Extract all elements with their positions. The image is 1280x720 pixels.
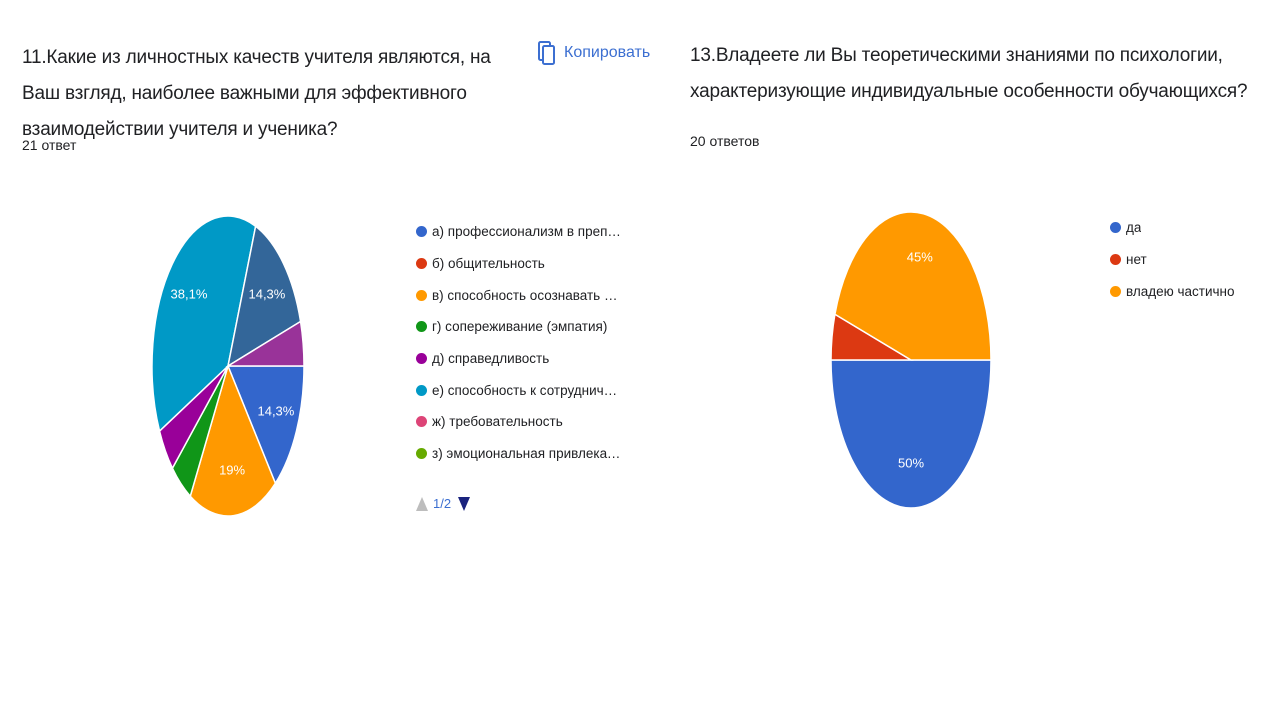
legend-marker <box>416 353 427 365</box>
copy-icon <box>538 41 555 65</box>
legend-marker <box>416 321 427 333</box>
chart-legend: а) профессионализм в преподавани... б) об… <box>416 216 622 470</box>
pie-slice[interactable] <box>226 365 305 485</box>
legend-pager: 1/2 <box>416 496 471 511</box>
response-count: 20 ответов <box>690 133 760 149</box>
legend-label: а) профессионализм в преподавани... <box>432 224 622 240</box>
legend-label: б) общительность <box>432 256 545 272</box>
legend-label: д) справедливость <box>432 351 550 367</box>
legend-item[interactable]: ж) требовательность <box>416 406 622 438</box>
pie-slice[interactable] <box>189 363 277 517</box>
copy-label: Копировать <box>564 44 651 61</box>
legend-item[interactable]: в) способность осознавать свои дей... <box>416 279 622 311</box>
legend-label: г) сопереживание (эмпатия) <box>432 319 608 335</box>
legend-marker <box>1110 285 1121 297</box>
legend-marker <box>416 448 427 460</box>
pie-slice[interactable] <box>834 211 992 361</box>
legend-marker <box>416 416 427 428</box>
legend-item[interactable]: нет <box>1110 244 1235 276</box>
legend-label: е) способность к сотрудничеству <box>432 382 622 398</box>
legend-label: ж) требовательность <box>432 414 563 430</box>
triangle-down-icon[interactable] <box>458 496 471 511</box>
slice-label: 45% <box>907 250 933 265</box>
legend-item[interactable]: владею частично <box>1110 275 1235 307</box>
pie-chart: 50% 45% <box>830 211 992 509</box>
legend-label: в) способность осознавать свои дей... <box>432 287 622 303</box>
pie-chart: 14,3% 19% 38,1% 14,3% <box>151 215 305 517</box>
pie-slice[interactable] <box>226 224 302 368</box>
slice-label: 19% <box>219 463 245 478</box>
question-card-13: 13.Владеете ли Вы теоретическими знаниям… <box>660 0 1280 720</box>
pie-slice[interactable] <box>225 320 305 367</box>
legend-item[interactable]: да <box>1110 212 1235 244</box>
legend-item[interactable]: з) эмоциональная привлекательность <box>416 438 622 470</box>
triangle-up-icon[interactable] <box>416 496 428 511</box>
legend-label: нет <box>1126 252 1147 268</box>
response-count: 21 ответ <box>22 137 77 153</box>
question-title: 13.Владеете ли Вы теоретическими знаниям… <box>690 45 1248 102</box>
legend-marker <box>1110 254 1121 266</box>
pie-slice[interactable] <box>830 359 992 509</box>
legend-item[interactable]: а) профессионализм в преподавани... <box>416 216 622 248</box>
legend-marker <box>416 384 427 396</box>
legend-item[interactable]: е) способность к сотрудничеству <box>416 374 622 406</box>
chart-legend: да нет владею частично <box>1110 212 1235 307</box>
question-card-11: 11.Какие из личностных качеств учителя я… <box>22 41 650 517</box>
pie-slice[interactable] <box>151 215 257 433</box>
legend-label: да <box>1126 220 1142 236</box>
legend-item[interactable]: б) общительность <box>416 248 622 280</box>
copy-button[interactable]: Копировать <box>538 41 650 65</box>
question-title: 11.Какие из личностных качеств учителя я… <box>22 47 491 140</box>
slice-label: 50% <box>898 456 924 471</box>
legend-marker <box>1110 222 1121 234</box>
slice-label: 14,3% <box>257 404 294 419</box>
slice-label: 14,3% <box>248 286 285 301</box>
legend-item[interactable]: д) справедливость <box>416 343 622 375</box>
pager-text: 1/2 <box>433 496 452 511</box>
legend-marker <box>416 258 427 270</box>
legend-marker <box>416 289 427 301</box>
legend-item[interactable]: г) сопереживание (эмпатия) <box>416 311 622 343</box>
legend-label: з) эмоциональная привлекательность <box>432 446 622 462</box>
legend-marker <box>416 226 427 238</box>
slice-label: 38,1% <box>171 287 208 302</box>
legend-label: владею частично <box>1126 283 1235 299</box>
